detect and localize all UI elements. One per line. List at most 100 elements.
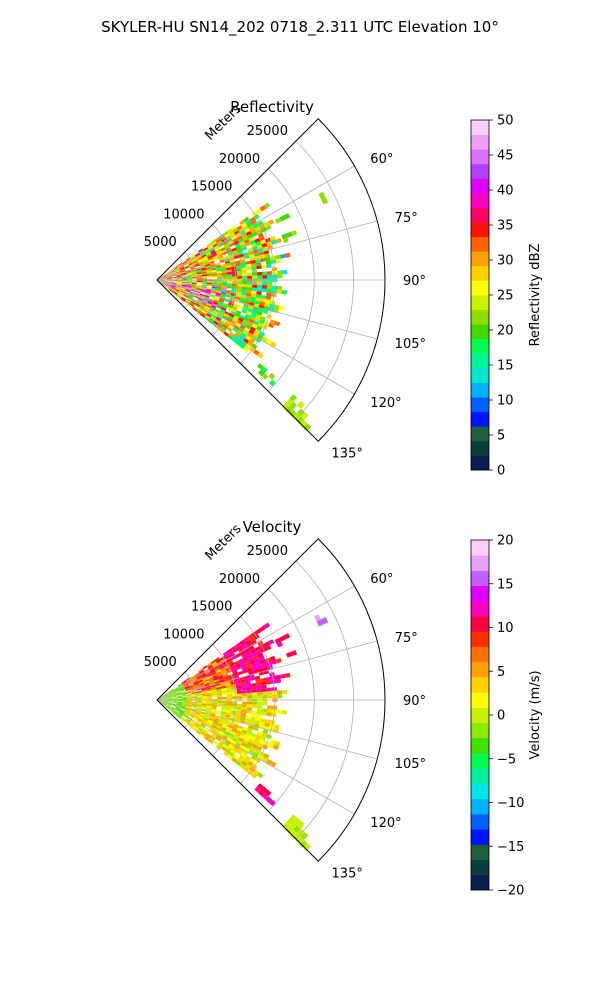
- echo-cell: [232, 276, 238, 279]
- echo-cell: [240, 732, 247, 737]
- echo-cell: [229, 242, 235, 248]
- echo-cell: [232, 317, 239, 323]
- azimuth-tick-label: 90°: [403, 694, 426, 709]
- echo-cell: [282, 689, 288, 695]
- echo-cell: [180, 269, 186, 272]
- echo-cell: [242, 645, 249, 651]
- echo-cell: [213, 299, 219, 304]
- echo-cell: [246, 686, 252, 691]
- colorbar-swatch: [471, 813, 489, 830]
- echo-cell: [246, 284, 253, 288]
- echo-cell: [175, 270, 181, 273]
- echo-cell: [246, 266, 252, 271]
- echo-cell: [197, 307, 204, 312]
- echo-cell: [215, 249, 222, 254]
- echo-cell: [261, 792, 269, 800]
- echo-cell: [235, 310, 242, 315]
- echo-cell: [161, 280, 167, 282]
- echo-cell: [181, 693, 187, 695]
- echo-cell: [199, 304, 205, 309]
- echo-cell: [197, 280, 203, 283]
- echo-cell: [186, 706, 192, 709]
- echo-cell: [265, 676, 271, 682]
- echo-cell: [213, 678, 220, 683]
- echo-cell: [218, 321, 225, 327]
- echo-cell: [174, 267, 180, 271]
- echo-cell: [161, 700, 167, 702]
- echo-cell: [245, 683, 252, 688]
- echo-cell: [216, 692, 223, 696]
- echo-cell: [181, 285, 187, 288]
- echo-cell: [260, 295, 267, 300]
- colorbar-swatch: [471, 692, 489, 708]
- echo-cell: [181, 276, 188, 279]
- echo-cell: [236, 727, 243, 733]
- range-tick-label: 15000: [191, 180, 232, 195]
- echo-cell: [176, 282, 182, 284]
- echo-cell: [206, 673, 212, 678]
- echo-cell: [231, 728, 237, 733]
- echo-cell: [248, 738, 255, 744]
- echo-cell: [261, 285, 268, 289]
- echo-cell: [231, 667, 237, 672]
- echo-cell: [217, 723, 223, 727]
- echo-cell: [213, 730, 220, 735]
- echo-cell: [227, 304, 233, 309]
- echo-cell: [166, 703, 172, 706]
- echo-cell: [270, 239, 277, 245]
- echo-cell: [189, 723, 194, 728]
- colorbar-swatch: [471, 798, 489, 815]
- echo-cell: [204, 250, 211, 255]
- echo-cell: [186, 703, 192, 706]
- echo-cell: [183, 262, 189, 266]
- echo-cell: [177, 698, 183, 700]
- echo-cell: [217, 301, 224, 305]
- echo-cell: [192, 696, 198, 699]
- echo-cell: [215, 710, 222, 714]
- echo-cell: [224, 298, 230, 303]
- echo-cell: [259, 721, 266, 726]
- echo-cell: [248, 749, 255, 755]
- echo-cell: [212, 255, 219, 259]
- echo-cell: [202, 280, 208, 283]
- echo-cell: [281, 822, 290, 831]
- echo-cell: [169, 288, 174, 293]
- echo-cell: [224, 311, 231, 316]
- echo-cell: [211, 253, 218, 258]
- echo-cell: [293, 817, 301, 826]
- echo-cell: [211, 693, 218, 696]
- echo-cell: [254, 720, 261, 725]
- echo-cell: [199, 714, 205, 718]
- echo-cell: [206, 702, 213, 705]
- echo-cell: [204, 714, 210, 718]
- echo-cell: [281, 233, 288, 240]
- echo-cell: [194, 711, 201, 715]
- echo-cell: [185, 288, 191, 292]
- echo-cell: [256, 288, 262, 292]
- echo-cell: [220, 309, 226, 314]
- echo-cell: [236, 265, 242, 269]
- echo-cell: [234, 732, 241, 738]
- echo-cell: [284, 672, 291, 678]
- echo-cell: [170, 692, 176, 695]
- echo-cell: [226, 691, 233, 695]
- echo-cell: [275, 237, 282, 244]
- echo-cell: [196, 695, 203, 697]
- echo-cell: [179, 289, 185, 293]
- colorbar-swatch: [471, 874, 489, 891]
- echo-cell: [161, 698, 167, 700]
- echo-cell: [198, 259, 204, 263]
- echo-cell: [212, 675, 219, 679]
- echo-cell: [241, 706, 247, 711]
- echo-cell: [212, 301, 218, 306]
- echo-cell: [161, 276, 167, 279]
- echo-cell: [241, 760, 248, 767]
- echo-cell: [204, 683, 211, 687]
- echo-cell: [210, 735, 216, 741]
- echo-cell: [223, 313, 230, 318]
- echo-cell: [186, 284, 192, 287]
- echo-cell: [195, 290, 201, 294]
- echo-cell: [211, 269, 217, 273]
- echo-cell: [221, 304, 228, 309]
- echo-cell: [267, 639, 275, 646]
